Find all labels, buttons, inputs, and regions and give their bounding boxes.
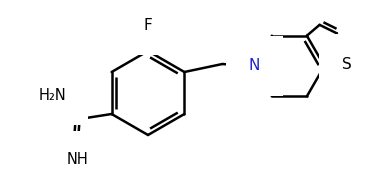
Text: NH: NH	[67, 152, 88, 168]
Text: H₂N: H₂N	[39, 89, 66, 103]
Text: N: N	[249, 58, 260, 74]
Text: F: F	[143, 17, 152, 33]
Text: S: S	[342, 57, 352, 72]
